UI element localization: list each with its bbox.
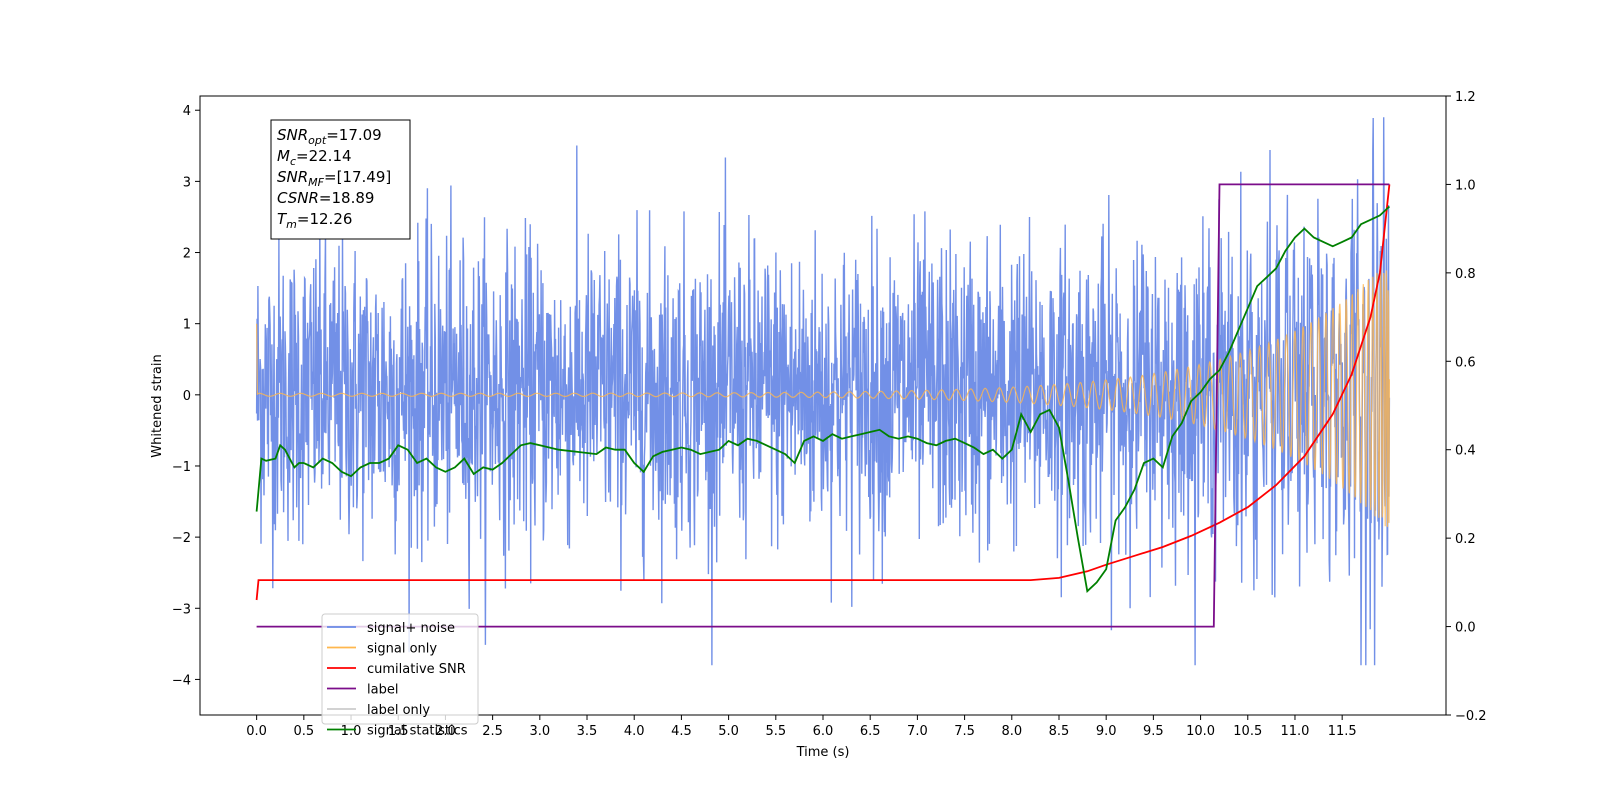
y2-tick-label: 0.6 bbox=[1455, 355, 1476, 370]
x-tick-label: 9.5 bbox=[1143, 724, 1164, 739]
series-signal-plus-noise bbox=[255, 117, 1391, 666]
legend-label: cumilative SNR bbox=[367, 662, 466, 677]
y-tick-label: −3 bbox=[172, 602, 191, 617]
x-tick-label: 5.0 bbox=[718, 724, 739, 739]
annotation-line: SNRopt=17.09 bbox=[277, 126, 382, 147]
y2-tick-label: 0.2 bbox=[1455, 532, 1476, 547]
x-tick-label: 3.0 bbox=[529, 724, 550, 739]
x-tick-label: 10.5 bbox=[1233, 724, 1262, 739]
series-signal-only bbox=[256, 267, 1390, 527]
x-axis-label: Time (s) bbox=[796, 745, 850, 760]
x-tick-label: 6.5 bbox=[860, 724, 881, 739]
legend-label: signal+ noise bbox=[367, 621, 455, 636]
y-tick-label: −2 bbox=[172, 531, 191, 546]
y-axis-label: Whitened strain bbox=[150, 354, 165, 457]
x-tick-label: 6.0 bbox=[813, 724, 834, 739]
y2-tick-label: 0.4 bbox=[1455, 444, 1476, 459]
legend-label: signal only bbox=[367, 642, 437, 657]
y-tick-label: −1 bbox=[172, 460, 191, 475]
y2-tick-label: −0.2 bbox=[1455, 709, 1487, 724]
legend-label: label only bbox=[367, 703, 430, 718]
y-tick-label: 2 bbox=[183, 247, 191, 262]
y-axis-right: −0.2 0.0 0.2 0.4 0.6 0.8 1.0 1.2 bbox=[1446, 90, 1487, 724]
x-tick-label: 11.0 bbox=[1280, 724, 1309, 739]
x-tick-label: 7.0 bbox=[907, 724, 928, 739]
legend-label: signal statistics bbox=[367, 724, 468, 739]
x-tick-label: 10.0 bbox=[1186, 724, 1215, 739]
y2-tick-label: 1.0 bbox=[1455, 178, 1476, 193]
series-cumulative-snr bbox=[255, 184, 1391, 601]
x-tick-label: 3.5 bbox=[577, 724, 598, 739]
x-tick-label: 11.5 bbox=[1328, 724, 1357, 739]
x-tick-label: 1.0 bbox=[341, 724, 362, 739]
y-axis-left: −4 −3 −2 −1 0 1 2 3 4 bbox=[172, 104, 200, 688]
x-tick-label: 9.0 bbox=[1096, 724, 1117, 739]
x-tick-label: 2.5 bbox=[482, 724, 503, 739]
annotation-line: Mc=22.14 bbox=[277, 147, 352, 168]
x-tick-label: 7.5 bbox=[954, 724, 975, 739]
x-tick-label: 0.5 bbox=[293, 724, 314, 739]
x-tick-label: 8.5 bbox=[1049, 724, 1070, 739]
x-tick-label: 0.0 bbox=[246, 724, 267, 739]
series-signal-statistics bbox=[255, 205, 1391, 593]
annotation-line: Tm=12.26 bbox=[277, 210, 352, 231]
y-tick-label: 3 bbox=[183, 175, 191, 190]
annotation-line: CSNR=18.89 bbox=[277, 189, 374, 207]
y2-tick-label: 1.2 bbox=[1455, 90, 1476, 105]
y-tick-label: −4 bbox=[172, 673, 191, 688]
y2-tick-label: 0.0 bbox=[1455, 621, 1476, 636]
legend: signal+ noise signal only cumilative SNR la… bbox=[321, 613, 479, 739]
x-tick-label: 4.0 bbox=[624, 724, 645, 739]
legend-label: label bbox=[367, 683, 398, 698]
x-tick-label: 4.5 bbox=[671, 724, 692, 739]
series-label bbox=[256, 183, 1390, 628]
series-layer bbox=[255, 117, 1391, 666]
y-tick-label: 4 bbox=[183, 104, 191, 119]
x-tick-label: 8.0 bbox=[1001, 724, 1022, 739]
x-tick-label: 5.5 bbox=[765, 724, 786, 739]
y-tick-label: 0 bbox=[183, 389, 191, 404]
x-tick-label: 2.0 bbox=[435, 724, 456, 739]
annotation-box: SNRopt=17.09Mc=22.14SNRMF=[17.49]CSNR=18… bbox=[270, 119, 411, 240]
annotation-line: SNRMF=[17.49] bbox=[277, 168, 391, 189]
y-tick-label: 1 bbox=[183, 318, 191, 333]
x-tick-label: 1.5 bbox=[388, 724, 409, 739]
x-axis: 0.0 0.5 1.0 1.5 2.0 2.5 3.0 3.5 4.0 4.5 5.0 5.5 6.0 6… bbox=[246, 715, 1357, 739]
y2-tick-label: 0.8 bbox=[1455, 267, 1476, 282]
